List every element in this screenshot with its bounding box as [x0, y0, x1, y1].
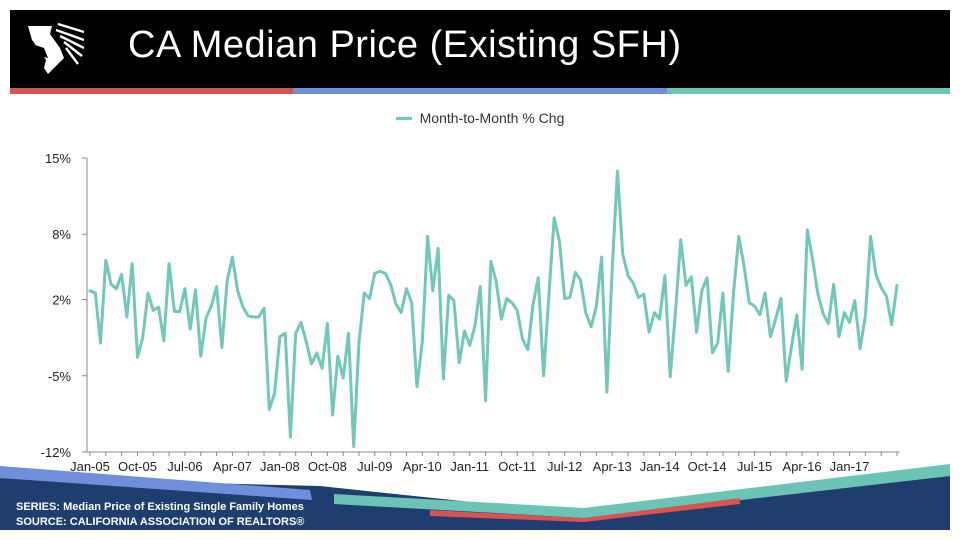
x-tick-label: Jan-05 — [70, 459, 110, 474]
footer-text: SERIES: Median Price of Existing Single … — [16, 500, 304, 530]
x-tick-label: Apr-16 — [783, 459, 822, 474]
legend-swatch — [395, 116, 412, 120]
footer-blue-stripe — [0, 466, 312, 500]
x-tick-label: Jan-14 — [640, 459, 680, 474]
x-tick-label: Jul-12 — [547, 459, 582, 474]
x-tick-label: Jul-15 — [737, 459, 772, 474]
header-rule-teal — [667, 88, 950, 94]
x-tick-label: Apr-10 — [403, 459, 442, 474]
x-tick-label: Jul-06 — [167, 459, 202, 474]
x-tick-label: Oct-14 — [688, 459, 727, 474]
y-tick-label: 15% — [45, 151, 71, 166]
page-title: CA Median Price (Existing SFH) — [128, 24, 682, 66]
footer-red-stripe — [430, 498, 740, 522]
x-tick-label: Jul-09 — [357, 459, 392, 474]
y-tick-label: -12% — [41, 445, 72, 460]
x-tick-label: Jan-08 — [260, 459, 300, 474]
header-rule-blue — [293, 88, 667, 94]
series-line-month-to-month — [88, 169, 899, 449]
y-axis: 15% 8% 2% -5% -12% — [41, 151, 88, 460]
y-tick-label: 2% — [52, 293, 71, 308]
x-tick-label: Oct-11 — [498, 459, 536, 474]
header-bar: CA Median Price (Existing SFH) — [10, 10, 950, 88]
x-tick-label: Oct-05 — [118, 459, 157, 474]
y-tick-label: -5% — [48, 369, 72, 384]
footer-teal-stripe — [334, 464, 950, 518]
x-tick-label: Apr-13 — [593, 459, 632, 474]
california-realtors-logo-icon — [28, 22, 85, 74]
x-tick-label: Oct-08 — [308, 459, 347, 474]
series-caption: SERIES: Median Price of Existing Single … — [16, 501, 304, 513]
x-tick-label: Apr-07 — [213, 459, 252, 474]
chart-legend: Month-to-Month % Chg — [0, 108, 960, 128]
header-rule-red — [10, 88, 293, 94]
x-tick-label: Jan-17 — [830, 459, 870, 474]
x-axis: Jan-05 Oct-05 Jul-06 Apr-07 Jan-08 Oct-08 Jul-… — [70, 451, 900, 474]
x-tick-label: Jan-11 — [450, 459, 489, 474]
legend-label: Month-to-Month % Chg — [419, 110, 565, 126]
y-tick-label: 8% — [52, 227, 71, 242]
series-line-group — [88, 169, 899, 449]
source-caption: SOURCE: CALIFORNIA ASSOCIATION OF REALTO… — [16, 516, 305, 528]
